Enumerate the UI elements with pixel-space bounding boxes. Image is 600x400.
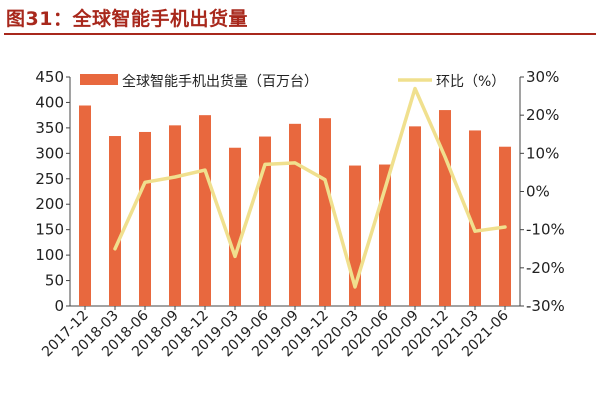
y-right-tick-label: -10% [526, 221, 565, 239]
y-left-tick-label: 300 [35, 144, 64, 162]
y-right-tick-label: 20% [526, 106, 559, 124]
line-point [383, 187, 387, 191]
bar [319, 118, 331, 306]
line-point [353, 285, 357, 289]
line-point [263, 162, 267, 166]
y-right-tick-label: 0% [526, 183, 550, 201]
chart-axes: 0 50 100 150 200 250 300 350 400 450 -30% -20% -10% 0… [35, 68, 564, 360]
bar [199, 115, 211, 307]
y-left-tick-label: 150 [35, 221, 64, 239]
line-series [113, 86, 507, 289]
line-point [203, 168, 207, 172]
bar [439, 110, 451, 306]
line-point [293, 161, 297, 165]
y-left-tick-label: 200 [35, 195, 64, 213]
legend-bar-label: 全球智能手机出货量（百万台） [122, 73, 318, 90]
y-right-tick-label: 30% [526, 68, 559, 86]
y-right-tick-label: -20% [526, 259, 565, 277]
legend-bar-swatch [80, 74, 118, 85]
bar [139, 131, 151, 306]
bar [109, 136, 121, 306]
chart: 0 50 100 150 200 250 300 350 400 450 -30% -20% -10% 0… [35, 68, 564, 360]
y-left-tick-label: 350 [35, 119, 64, 137]
title-rule [4, 33, 596, 35]
y-left-tick-label: 250 [35, 170, 64, 188]
line-point [443, 155, 447, 159]
line-point [473, 229, 477, 233]
y-right-tick-label: -30% [526, 297, 565, 315]
line-point [503, 225, 507, 229]
line-point [323, 178, 327, 182]
y-left-tick-label: 450 [35, 68, 64, 86]
y-left-tick-label: 100 [35, 246, 64, 264]
bar [289, 123, 301, 306]
bar [79, 105, 91, 307]
line-point [233, 254, 237, 258]
y-left-tick-label: 0 [54, 297, 64, 315]
figure-title: 图31：全球智能手机出货量 [6, 8, 248, 30]
chart-legend: 全球智能手机出货量（百万台） 环比（%） [80, 73, 505, 90]
bar [259, 136, 271, 306]
line-point [143, 180, 147, 184]
bar [469, 130, 481, 306]
line-point [173, 175, 177, 179]
line-path [113, 86, 507, 289]
y-right-tick-label: 10% [526, 144, 559, 162]
legend-line-label: 环比（%） [436, 74, 505, 90]
bar [409, 126, 421, 307]
bar-series [79, 105, 511, 307]
y-left-tick-label: 50 [45, 272, 64, 290]
line-point [113, 247, 117, 251]
bar [229, 147, 241, 306]
bar [169, 125, 181, 306]
line-point [413, 86, 417, 90]
y-left-tick-label: 400 [35, 93, 64, 111]
